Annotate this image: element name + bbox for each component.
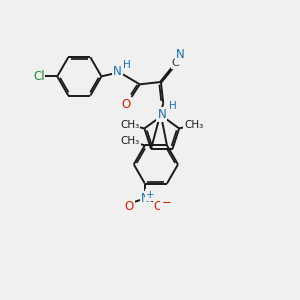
Text: C: C <box>172 58 179 68</box>
Text: +: + <box>146 190 154 200</box>
Text: H: H <box>123 61 131 70</box>
Text: O: O <box>154 200 163 213</box>
Text: O: O <box>124 200 134 213</box>
Text: −: − <box>161 196 171 209</box>
Text: N: N <box>140 192 149 205</box>
Text: N: N <box>113 65 122 78</box>
Text: O: O <box>122 98 131 111</box>
Text: CH₃: CH₃ <box>121 136 140 146</box>
Text: CH₃: CH₃ <box>184 120 203 130</box>
Text: N: N <box>176 48 185 62</box>
Text: CH₃: CH₃ <box>120 120 139 130</box>
Text: H: H <box>169 100 176 110</box>
Text: Cl: Cl <box>33 70 44 83</box>
Text: N: N <box>158 108 166 121</box>
